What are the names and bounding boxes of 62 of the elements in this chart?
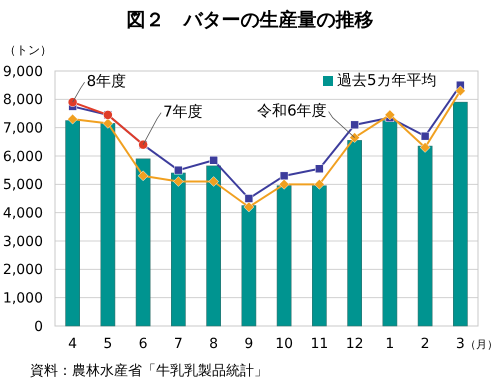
point [349,132,360,143]
x-tick-label: 12 [346,336,364,352]
bar [453,102,468,326]
bar [242,205,256,326]
x-tick-label: 10 [275,336,294,352]
point [280,172,288,180]
y-tick-label: 4,000 [2,206,43,222]
x-tick-label: 1 [385,336,394,352]
point [102,118,114,129]
point [138,170,148,182]
y-tick-label: 1,000 [2,290,43,307]
x-tick-label: 3 [456,336,465,352]
bar [347,140,362,326]
chart-title: 図２ バターの生産量の推移 [126,9,374,31]
bar [100,123,116,326]
y-tick-label: 5,000 [2,177,43,194]
bar [312,185,327,326]
point [314,179,325,190]
point [384,110,396,120]
y-tick-label: 0 [34,318,43,335]
y-tick-label: 3,000 [2,234,43,250]
point [278,179,290,190]
series-label: 8年度 [86,72,126,90]
bar [418,146,432,326]
x-tick-label: 6 [138,336,148,352]
legend-label: 過去5カ年平均 [337,71,437,89]
point [350,120,359,130]
x-tick-label: 5 [103,336,112,352]
x-tick-label: 11 [310,336,328,352]
point [173,176,184,187]
point [68,97,78,107]
series-label: 7年度 [163,102,203,121]
bar [136,158,150,326]
bar [171,172,186,326]
text: 資料：農林水産省「牛乳乳製品統計」 [30,363,268,379]
y-tick-label: 2,000 [2,262,43,278]
bar [206,166,221,326]
point [244,194,254,203]
x-tick-label: 4 [68,336,78,352]
bar [382,120,398,326]
point [67,114,78,124]
y-tick-label: 7,000 [2,120,43,137]
point [420,132,430,140]
x-tick-label: 8 [209,336,218,352]
point [208,176,219,187]
x-tick-label: 2 [420,336,430,352]
y-tick-label: 6,000 [2,148,43,165]
x-tick-label: 9 [244,336,254,352]
point [244,202,254,212]
point [209,156,218,164]
point [174,166,183,174]
point [420,142,430,153]
point [455,86,466,96]
x-axis-title: （月） [465,338,498,351]
bar [276,185,292,326]
bar [65,120,80,326]
x-tick-label: 7 [174,336,183,352]
y-tick-label: 8,000 [2,92,43,108]
point [315,164,324,173]
series-label: 令和6年度 [257,102,327,120]
y-tick-label: 9,000 [2,64,43,80]
y-axis-title: （トン） [4,43,52,57]
